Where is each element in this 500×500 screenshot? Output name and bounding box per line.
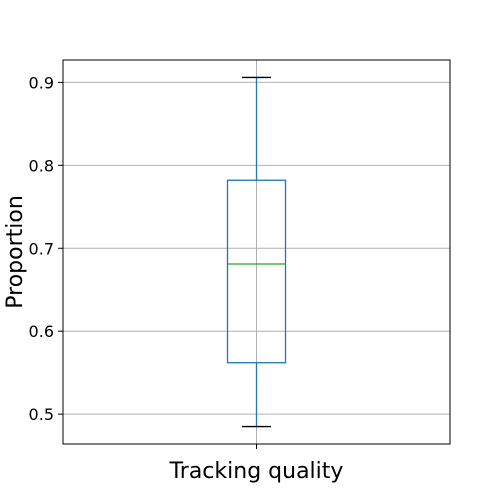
y-axis-title: Proportion — [3, 195, 28, 309]
y-tick-label: 0.5 — [29, 405, 54, 424]
plot-layer — [226, 76, 287, 428]
axis-layer: 0.5 0.6 0.7 0.8 0.9 Tracking quality — [29, 73, 344, 484]
y-tick-label: 0.7 — [29, 239, 54, 258]
y-tick-label: 0.9 — [29, 73, 54, 92]
y-tick-label: 0.6 — [29, 322, 54, 341]
x-tick-label: Tracking quality — [169, 459, 344, 484]
iqr-box — [226, 179, 287, 364]
y-tick-label: 0.8 — [29, 156, 54, 175]
